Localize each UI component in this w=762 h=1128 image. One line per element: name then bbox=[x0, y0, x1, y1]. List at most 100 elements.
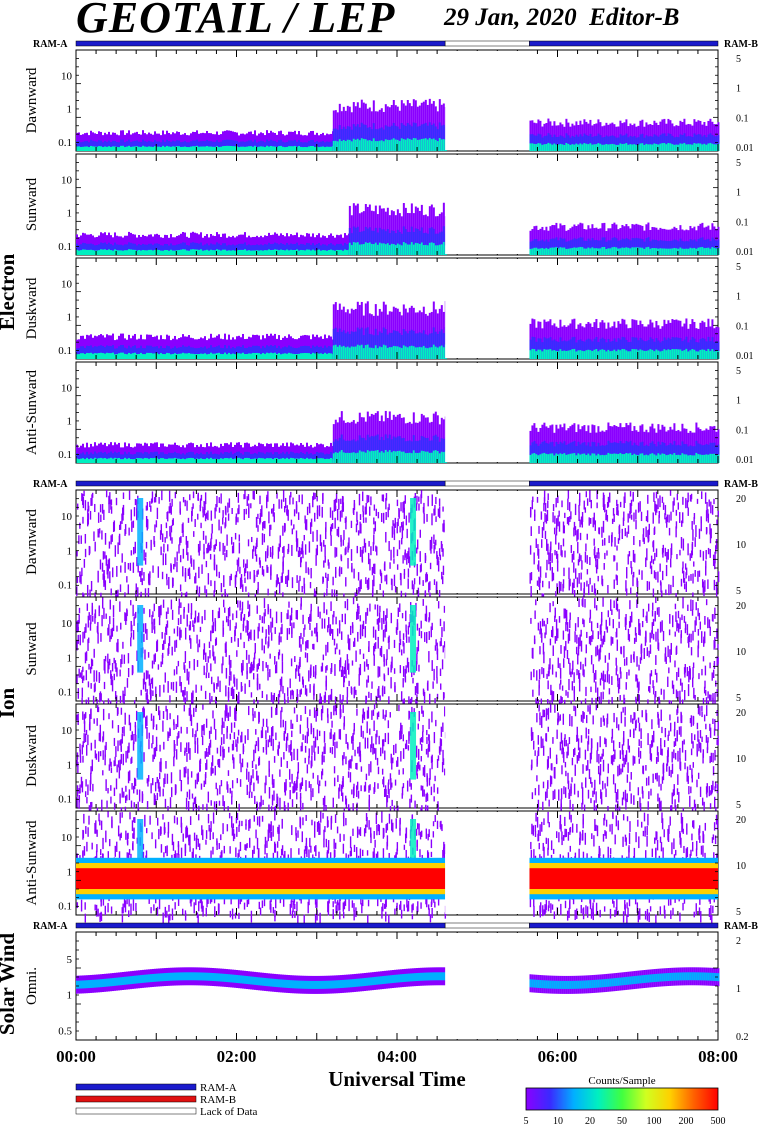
spectral-bin bbox=[260, 348, 262, 359]
page-title: GEOTAIL / LEP bbox=[76, 0, 396, 42]
spectral-bin bbox=[346, 126, 349, 151]
spectral-bin bbox=[390, 452, 393, 463]
spectral-bin bbox=[380, 332, 383, 359]
spectral-bin bbox=[82, 242, 84, 255]
noise-bin bbox=[108, 558, 111, 569]
spectral-bin bbox=[184, 346, 186, 359]
noise-bin bbox=[78, 535, 80, 545]
spectral-bin bbox=[188, 245, 190, 255]
noise-bin bbox=[187, 540, 189, 548]
spectral-bin bbox=[531, 453, 534, 463]
spectral-bin bbox=[679, 455, 682, 463]
noise-bin bbox=[291, 577, 294, 589]
noise-bin bbox=[179, 537, 181, 546]
spectral-bin bbox=[691, 144, 694, 151]
noise-bin bbox=[705, 510, 708, 522]
spectral-bin bbox=[539, 248, 542, 255]
spectral-bin bbox=[104, 347, 106, 359]
right-tick-label: 0.01 bbox=[736, 455, 754, 466]
spectral-bin bbox=[679, 337, 682, 359]
spectral-bin bbox=[108, 353, 110, 359]
noise-bin bbox=[392, 520, 394, 526]
spectral-bin bbox=[613, 136, 616, 151]
spectral-bin bbox=[619, 240, 622, 255]
spectral-bin bbox=[360, 327, 363, 359]
spectral-bin bbox=[535, 247, 538, 255]
spectral-bin bbox=[294, 139, 296, 151]
noise-bin bbox=[662, 502, 665, 510]
spectral-bin bbox=[681, 350, 684, 359]
noise-bin bbox=[393, 529, 396, 541]
spectral-bin bbox=[172, 347, 174, 359]
spectral-bin bbox=[234, 458, 236, 463]
spectral-bin bbox=[543, 248, 546, 255]
spectral-bin bbox=[102, 353, 104, 359]
spectral-bin bbox=[80, 244, 82, 255]
noise-bin bbox=[567, 516, 570, 526]
spectral-bin bbox=[537, 241, 540, 255]
noise-bin bbox=[169, 526, 171, 537]
spectral-bin bbox=[563, 238, 566, 255]
noise-bin bbox=[227, 513, 230, 521]
spectral-bin bbox=[196, 458, 198, 463]
noise-bin bbox=[407, 568, 410, 578]
spectral-bin bbox=[410, 345, 413, 359]
spectral-bin bbox=[697, 454, 700, 463]
spectral-bin bbox=[112, 146, 114, 151]
noise-bin bbox=[270, 508, 273, 514]
spectral-bin bbox=[170, 458, 172, 463]
spectral-bin bbox=[591, 341, 594, 359]
spectral-bin bbox=[547, 133, 550, 151]
spectral-bin bbox=[104, 141, 106, 151]
spectral-bin bbox=[420, 450, 423, 463]
noise-bin bbox=[712, 554, 715, 567]
spectral-bin bbox=[713, 342, 716, 359]
noise-bin bbox=[322, 576, 324, 584]
spectral-bin bbox=[641, 133, 644, 151]
noise-bin bbox=[666, 551, 668, 563]
spectral-bin bbox=[296, 348, 298, 359]
noise-bin bbox=[653, 570, 656, 579]
spectral-bin bbox=[178, 244, 180, 255]
noise-bin bbox=[632, 493, 634, 501]
noise-bin bbox=[622, 517, 625, 526]
spectral-bin bbox=[164, 249, 166, 255]
spectral-bin bbox=[715, 455, 718, 463]
spectral-bin bbox=[238, 249, 240, 255]
spectral-bin bbox=[302, 147, 304, 151]
spectral-bin bbox=[144, 141, 146, 151]
noise-bin bbox=[589, 490, 591, 503]
spectral-bin bbox=[142, 145, 144, 151]
spectral-bin bbox=[170, 348, 172, 359]
spectral-bin bbox=[342, 250, 344, 255]
spectral-bin bbox=[258, 451, 260, 463]
spectral-bin bbox=[675, 454, 678, 463]
spectral-bin bbox=[667, 241, 670, 255]
noise-bin bbox=[427, 495, 429, 507]
spectral-bin bbox=[304, 458, 306, 463]
noise-bin bbox=[381, 494, 384, 502]
spectral-bin bbox=[442, 226, 445, 255]
spectral-bin bbox=[288, 458, 290, 463]
spectral-bin bbox=[693, 349, 696, 359]
spectral-bin bbox=[200, 146, 202, 151]
spectral-bin bbox=[695, 241, 698, 255]
spectral-bin bbox=[683, 142, 686, 151]
spectral-bin bbox=[529, 248, 532, 255]
spectral-bin bbox=[350, 129, 353, 151]
spectral-bin bbox=[410, 242, 413, 255]
spectral-bin bbox=[689, 454, 692, 463]
spectral-bin bbox=[569, 144, 572, 151]
right-tick-label: 0.1 bbox=[736, 425, 749, 436]
spectral-bin bbox=[390, 243, 393, 255]
spectral-bin bbox=[260, 140, 262, 151]
spectral-bin bbox=[166, 250, 168, 255]
spectral-bin bbox=[426, 335, 429, 359]
noise-bin bbox=[646, 548, 648, 561]
noise-bin bbox=[616, 575, 618, 586]
spectral-bin bbox=[88, 243, 90, 255]
spectral-bin bbox=[533, 143, 536, 151]
spectral-bin bbox=[238, 243, 240, 255]
spectral-bin bbox=[581, 341, 584, 359]
spectral-bin bbox=[192, 452, 194, 463]
